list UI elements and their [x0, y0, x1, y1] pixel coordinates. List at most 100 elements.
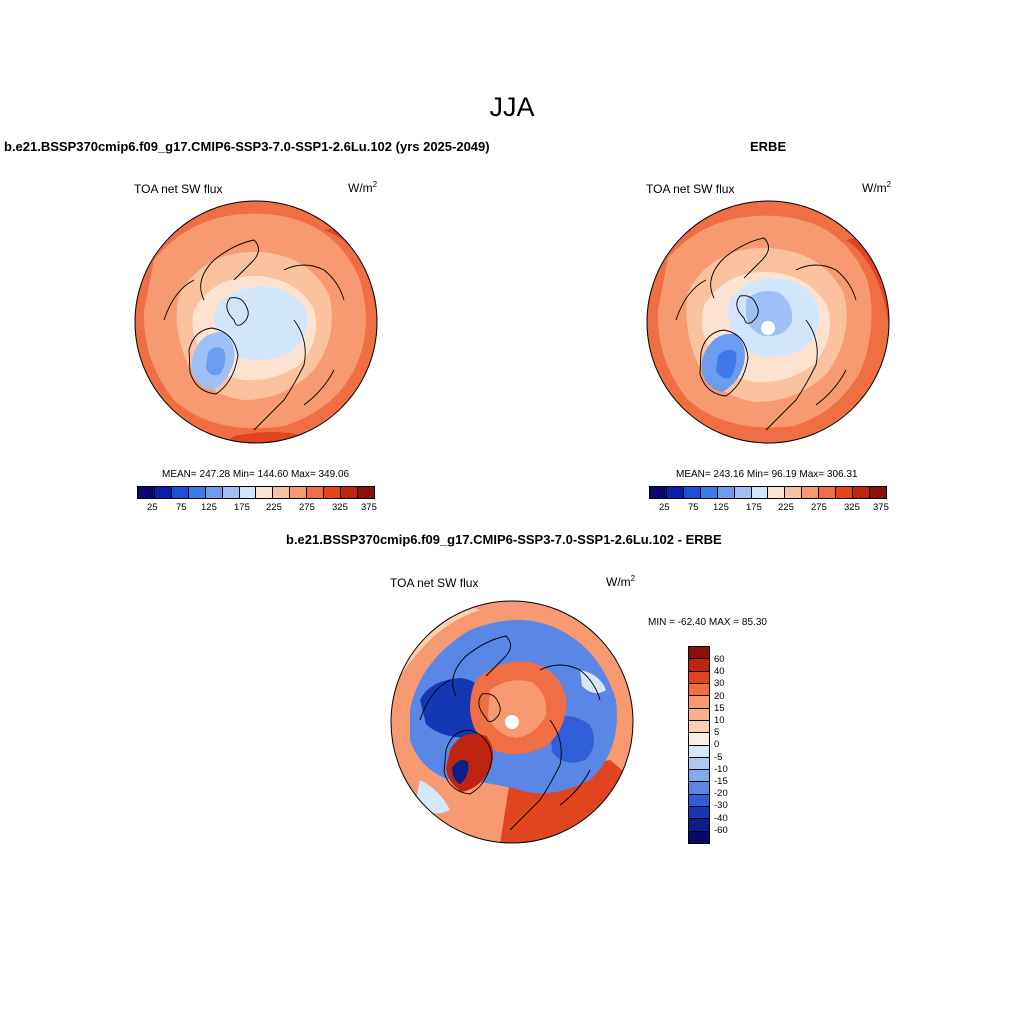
panel-2-colorbar-ticks: 25 75 125 175 225 275 325 375: [649, 502, 889, 514]
colorbar-swatch: [138, 487, 155, 498]
panel-2-tick: 175: [746, 502, 762, 513]
panel-2-tick: 325: [844, 502, 860, 513]
panel-2-polar-map: [646, 200, 890, 444]
colorbar-swatch: [689, 733, 709, 746]
colorbar-swatch: [734, 487, 752, 498]
panel-1-units: W/m2: [348, 180, 378, 195]
colorbar-swatch: [650, 487, 667, 498]
colorbar-swatch: [689, 671, 709, 684]
panel-1-colorbar-ticks: 25 75 125 175 225 275 325 375: [137, 502, 377, 514]
colorbar-swatch: [869, 487, 886, 498]
diff-panel-tick: 30: [714, 678, 725, 689]
diff-panel-tick: 60: [714, 654, 725, 665]
panel-2-tick: 75: [688, 502, 699, 513]
colorbar-swatch: [683, 487, 701, 498]
diff-panel-variable-label: TOA net SW flux: [390, 576, 479, 590]
map-2-sea-ice-core: [746, 291, 793, 337]
colorbar-swatch: [836, 487, 854, 498]
colorbar-swatch: [324, 487, 342, 498]
colorbar-swatch: [341, 487, 358, 498]
colorbar-swatch: [689, 647, 709, 660]
panel-2-colorbar: [649, 486, 887, 499]
panel-2-tick: 375: [873, 502, 889, 513]
diff-panel-colorbar-ticks: 60 40 30 20 15 10 5 0 -5 -10 -15 -20 -30…: [714, 646, 754, 842]
colorbar-swatch: [751, 487, 769, 498]
colorbar-swatch: [689, 708, 709, 721]
diff-panel-tick: 20: [714, 691, 725, 702]
colorbar-swatch: [853, 487, 870, 498]
colorbar-swatch: [689, 794, 709, 808]
panel-2-units: W/m2: [862, 180, 892, 195]
colorbar-swatch: [689, 807, 709, 820]
diff-panel-tick: -5: [714, 752, 723, 763]
colorbar-swatch: [689, 819, 709, 832]
diff-map-greenland-dipole-blue: [452, 760, 469, 784]
colorbar-swatch: [689, 757, 709, 771]
diff-map-red-center-light: [488, 680, 547, 738]
panel-1-tick: 175: [234, 502, 250, 513]
diff-panel-tick: -20: [714, 788, 728, 799]
panel-1-colorbar: [137, 486, 375, 499]
diff-panel-tick: -30: [714, 800, 728, 811]
panel-2-variable-label: TOA net SW flux: [646, 182, 735, 196]
map-1-border: [134, 200, 378, 444]
colorbar-swatch: [273, 487, 291, 498]
map-2-border: [646, 200, 890, 444]
diff-panel-tick: 15: [714, 703, 725, 714]
panel-1-variable-label: TOA net SW flux: [134, 182, 223, 196]
panel-1-tick: 125: [201, 502, 217, 513]
main-title: JJA: [489, 92, 535, 122]
panel-2-title: ERBE: [750, 139, 787, 154]
panel-2-tick: 25: [659, 502, 670, 513]
panel-1-tick: 275: [299, 502, 315, 513]
colorbar-swatch: [689, 696, 709, 709]
map-2-pole-mask: [761, 321, 775, 335]
colorbar-swatch: [256, 487, 274, 498]
colorbar-swatch: [154, 487, 172, 498]
colorbar-swatch: [700, 487, 718, 498]
diff-panel-title: b.e21.BSSP370cmip6.f09_g17.CMIP6-SSP3-7.…: [286, 532, 722, 547]
colorbar-swatch: [717, 487, 735, 498]
colorbar-swatch: [171, 487, 189, 498]
colorbar-swatch: [357, 487, 374, 498]
map-2-coastlines: [675, 237, 857, 431]
colorbar-swatch: [222, 487, 240, 498]
colorbar-swatch: [689, 770, 709, 783]
panel-2-tick: 275: [811, 502, 827, 513]
panel-1-tick: 25: [147, 502, 158, 513]
colorbar-swatch: [666, 487, 684, 498]
diff-panel-tick: -15: [714, 776, 728, 787]
map-1-sea-ice: [214, 286, 308, 361]
panel-1-tick: 325: [332, 502, 348, 513]
panel-1-tick: 375: [361, 502, 377, 513]
panel-2-tick: 225: [778, 502, 794, 513]
diff-panel-colorbar: [688, 646, 710, 844]
colorbar-swatch: [689, 720, 709, 734]
colorbar-swatch: [205, 487, 223, 498]
panel-2-tick: 125: [713, 502, 729, 513]
map-1-coastlines: [163, 239, 345, 431]
panel-1-tick: 225: [266, 502, 282, 513]
diff-panel-tick: 40: [714, 666, 725, 677]
diff-panel-polar-map: [390, 600, 634, 844]
colorbar-swatch: [689, 745, 709, 758]
diff-panel-units: W/m2: [606, 574, 636, 589]
colorbar-swatch: [307, 487, 325, 498]
diff-map-pole-mask: [505, 715, 519, 729]
colorbar-swatch: [819, 487, 837, 498]
diff-panel-stats: MIN = -62.40 MAX = 85.30: [648, 617, 767, 628]
panel-1-stats: MEAN= 247.28 Min= 144.60 Max= 349.06: [162, 469, 350, 480]
diff-map-light-patches: [416, 670, 606, 814]
panel-1-polar-map: [134, 200, 378, 444]
diff-map-coastlines: [419, 635, 601, 831]
diff-panel-tick: 5: [714, 727, 720, 738]
panel-1-title: b.e21.BSSP370cmip6.f09_g17.CMIP6-SSP3-7.…: [4, 139, 490, 154]
colorbar-swatch: [689, 683, 709, 697]
diff-panel-tick: 10: [714, 715, 725, 726]
diff-map-border: [390, 600, 634, 844]
colorbar-swatch: [689, 782, 709, 795]
colorbar-swatch: [768, 487, 786, 498]
panel-2-stats: MEAN= 243.16 Min= 96.19 Max= 306.31: [676, 469, 858, 480]
diff-panel-tick: 0: [714, 739, 720, 750]
diff-panel-tick: -60: [714, 825, 728, 836]
